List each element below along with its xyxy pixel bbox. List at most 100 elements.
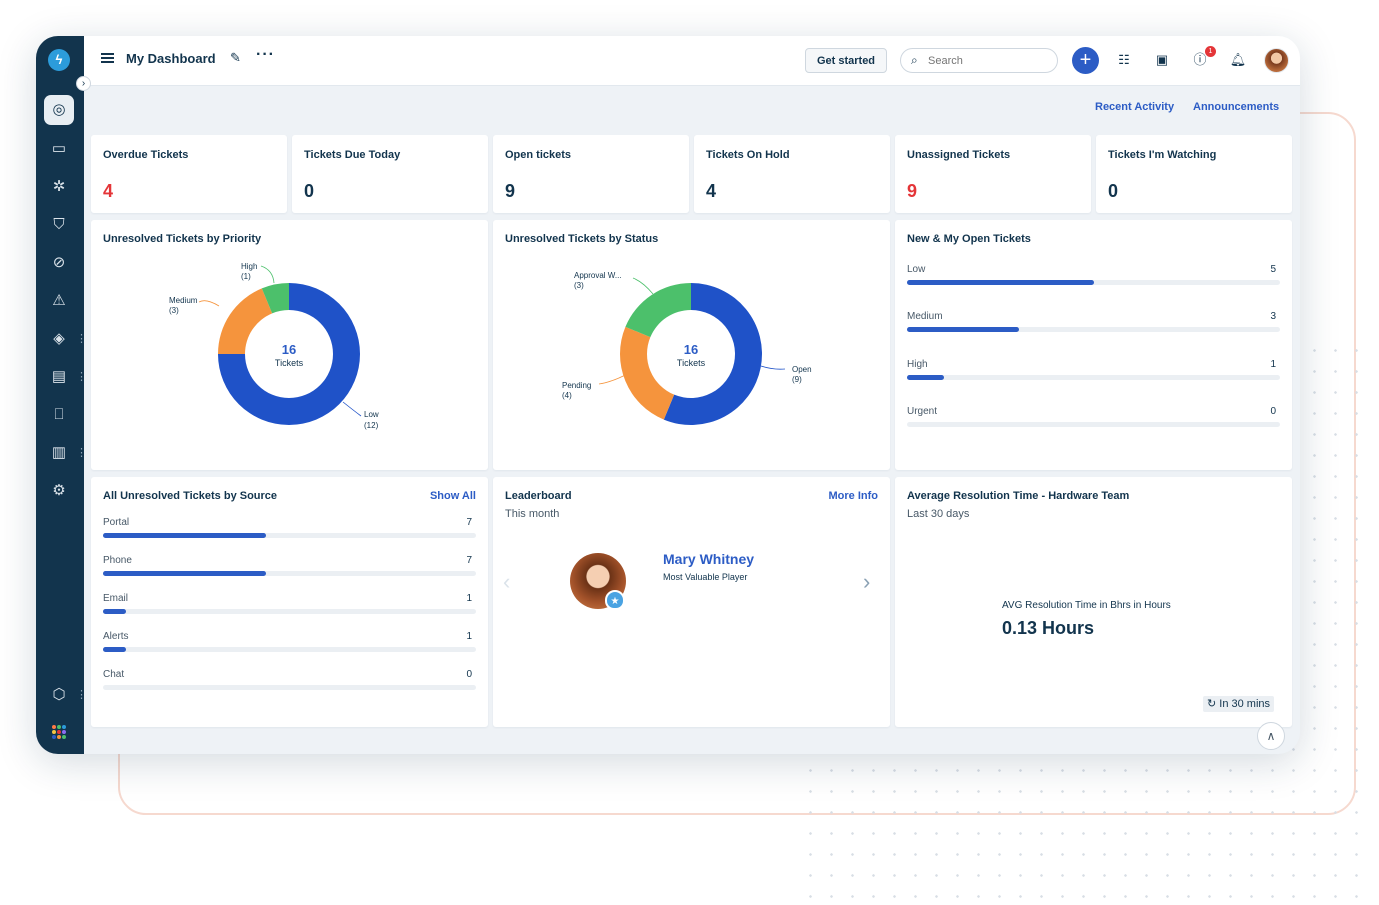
apps-grid-dot [52, 725, 56, 729]
scroll-to-top-chevron-up-icon[interactable]: ∧ [1257, 722, 1285, 750]
search-input[interactable] [928, 53, 1048, 69]
bar-track [103, 647, 476, 652]
bar-row-urgent[interactable]: Urgent 0 [907, 406, 1280, 436]
bar-track [907, 422, 1280, 427]
todo-list-icon[interactable]: ☷ [1118, 52, 1130, 67]
solutions-icon[interactable]: ⎕ [54, 406, 64, 423]
bar-row-alerts[interactable]: Alerts 1 [103, 631, 476, 661]
contracts-icon[interactable]: ▤ [51, 368, 67, 385]
stat-card-due-today[interactable]: Tickets Due Today 0 [292, 135, 488, 213]
leaderboard-card: Leaderboard This month More Info ‹ ★ Mar… [493, 477, 890, 727]
page-title: My Dashboard [126, 51, 216, 66]
apps-grid-dot [52, 730, 56, 734]
donut-center-label: Tickets [677, 358, 706, 368]
bar-row-portal[interactable]: Portal 7 [103, 517, 476, 547]
priority-slice-medium[interactable] [218, 288, 273, 354]
alerts-icon[interactable]: ⚠ [52, 292, 66, 309]
menu-icon[interactable] [101, 53, 114, 63]
bar-fill [907, 327, 1019, 332]
priority-slices [218, 283, 360, 425]
slice-count-medium: (3) [169, 306, 179, 315]
slice-label-open: Open [792, 365, 812, 374]
leader-name[interactable]: Mary Whitney [663, 551, 755, 567]
bar-row-medium[interactable]: Medium 3 [907, 311, 1280, 341]
assets-more-icon[interactable]: ⋮ [76, 333, 87, 345]
bar-row-high[interactable]: High 1 [907, 359, 1280, 389]
releases-icon[interactable]: ⊘ [52, 254, 66, 271]
stat-label: Unassigned Tickets [907, 149, 1011, 161]
bar-fill [103, 533, 267, 538]
contracts-more-icon[interactable]: ⋮ [76, 371, 87, 383]
problems-icon[interactable]: ✲ [52, 178, 66, 195]
bundle-icon[interactable]: ⬡ [52, 686, 66, 703]
my-open-tickets-card: New & My Open Tickets Low 5 Medium 3 Hig… [895, 220, 1292, 470]
bar-row-chat[interactable]: Chat 0 [103, 669, 476, 699]
calendar-icon[interactable]: ▣ [1155, 52, 1169, 67]
stat-label: Tickets Due Today [304, 149, 401, 161]
top-links: Recent Activity Announcements [84, 86, 1300, 126]
refresh-badge[interactable]: ↻ In 30 mins [1203, 696, 1275, 712]
refresh-label: In 30 mins [1219, 698, 1271, 710]
stat-card-open[interactable]: Open tickets 9 [493, 135, 689, 213]
get-started-button[interactable]: Get started [805, 48, 887, 73]
assets-icon[interactable]: ◈ [53, 330, 65, 347]
sidebar: ϟ ◎ ▭ ✲ ⛉ ⊘ ⚠ ◈ ⋮ ▤ ⋮ ⎕ ▥ ⋮ ⚙ ⬡ ⋮ [36, 36, 87, 754]
status-slice-open[interactable] [663, 283, 762, 425]
bar-label: Phone [103, 555, 132, 566]
tickets-icon[interactable]: ▭ [51, 140, 67, 157]
stat-card-overdue[interactable]: Overdue Tickets 4 [91, 135, 287, 213]
reports-more-icon[interactable]: ⋮ [76, 447, 87, 459]
apps-icon[interactable] [52, 725, 66, 739]
card-title: Unresolved Tickets by Status [505, 233, 659, 245]
bar-row-phone[interactable]: Phone 7 [103, 555, 476, 585]
more-options-icon[interactable]: ··· [256, 46, 275, 63]
avg-resolution-card: Average Resolution Time - Hardware Team … [895, 477, 1292, 727]
stat-value: 4 [103, 181, 114, 201]
priority-slice-high[interactable] [261, 283, 289, 314]
bar-count: 3 [1270, 311, 1276, 322]
help-badge: 1 [1205, 46, 1216, 57]
user-avatar[interactable] [1264, 48, 1289, 73]
card-title: Unresolved Tickets by Priority [103, 233, 262, 245]
show-all-link[interactable]: Show All [429, 490, 476, 502]
bar-label: Low [907, 264, 926, 275]
chevron-right-icon[interactable]: › [863, 569, 871, 594]
stat-value: 9 [505, 181, 516, 201]
help-icon[interactable]: ⓘ [1193, 52, 1207, 67]
stat-card-unassigned[interactable]: Unassigned Tickets 9 [895, 135, 1091, 213]
reports-icon[interactable]: ▥ [51, 444, 67, 461]
changes-icon[interactable]: ⛉ [53, 216, 65, 233]
chevron-left-icon[interactable]: ‹ [503, 569, 511, 594]
stat-label: Open tickets [505, 149, 572, 161]
bar-row-low[interactable]: Low 5 [907, 264, 1280, 294]
admin-icon[interactable]: ⚙ [52, 482, 66, 499]
edit-pencil-icon[interactable]: ✎ [230, 50, 241, 65]
dashboard-icon[interactable]: ◎ [44, 95, 74, 125]
search-icon: ⌕ [911, 53, 918, 67]
add-new-button[interactable]: + [1072, 47, 1099, 74]
stat-card-watching[interactable]: Tickets I'm Watching 0 [1096, 135, 1292, 213]
slice-count-low: (12) [364, 421, 379, 430]
bar-track [907, 327, 1280, 332]
announcements-link[interactable]: Announcements [1193, 101, 1280, 113]
logo-bolt-icon[interactable]: ϟ [48, 49, 70, 71]
slice-label-low: Low [364, 410, 379, 419]
status-slice-pending[interactable] [620, 326, 675, 420]
stat-card-on-hold[interactable]: Tickets On Hold 4 [694, 135, 890, 213]
apps-grid-dot [57, 730, 61, 734]
more-info-link[interactable]: More Info [828, 490, 879, 502]
notification-bell-icon[interactable]: 🔔︎ [1229, 52, 1247, 67]
slice-label-medium: Medium [169, 296, 198, 305]
leader-line-high [260, 265, 275, 284]
expand-sidebar-chevron-icon[interactable]: › [76, 76, 91, 91]
recent-activity-link[interactable]: Recent Activity [1095, 101, 1175, 113]
status-slice-approval-w-[interactable] [625, 283, 691, 338]
stat-label: Overdue Tickets [103, 149, 189, 161]
donut-center-value: 16 [684, 342, 698, 357]
bar-count: 0 [466, 669, 472, 680]
search-box[interactable]: ⌕ [900, 48, 1058, 73]
bar-track [103, 685, 476, 690]
bundle-more-icon[interactable]: ⋮ [76, 689, 87, 701]
priority-slice-low[interactable] [218, 283, 360, 425]
bar-row-email[interactable]: Email 1 [103, 593, 476, 623]
